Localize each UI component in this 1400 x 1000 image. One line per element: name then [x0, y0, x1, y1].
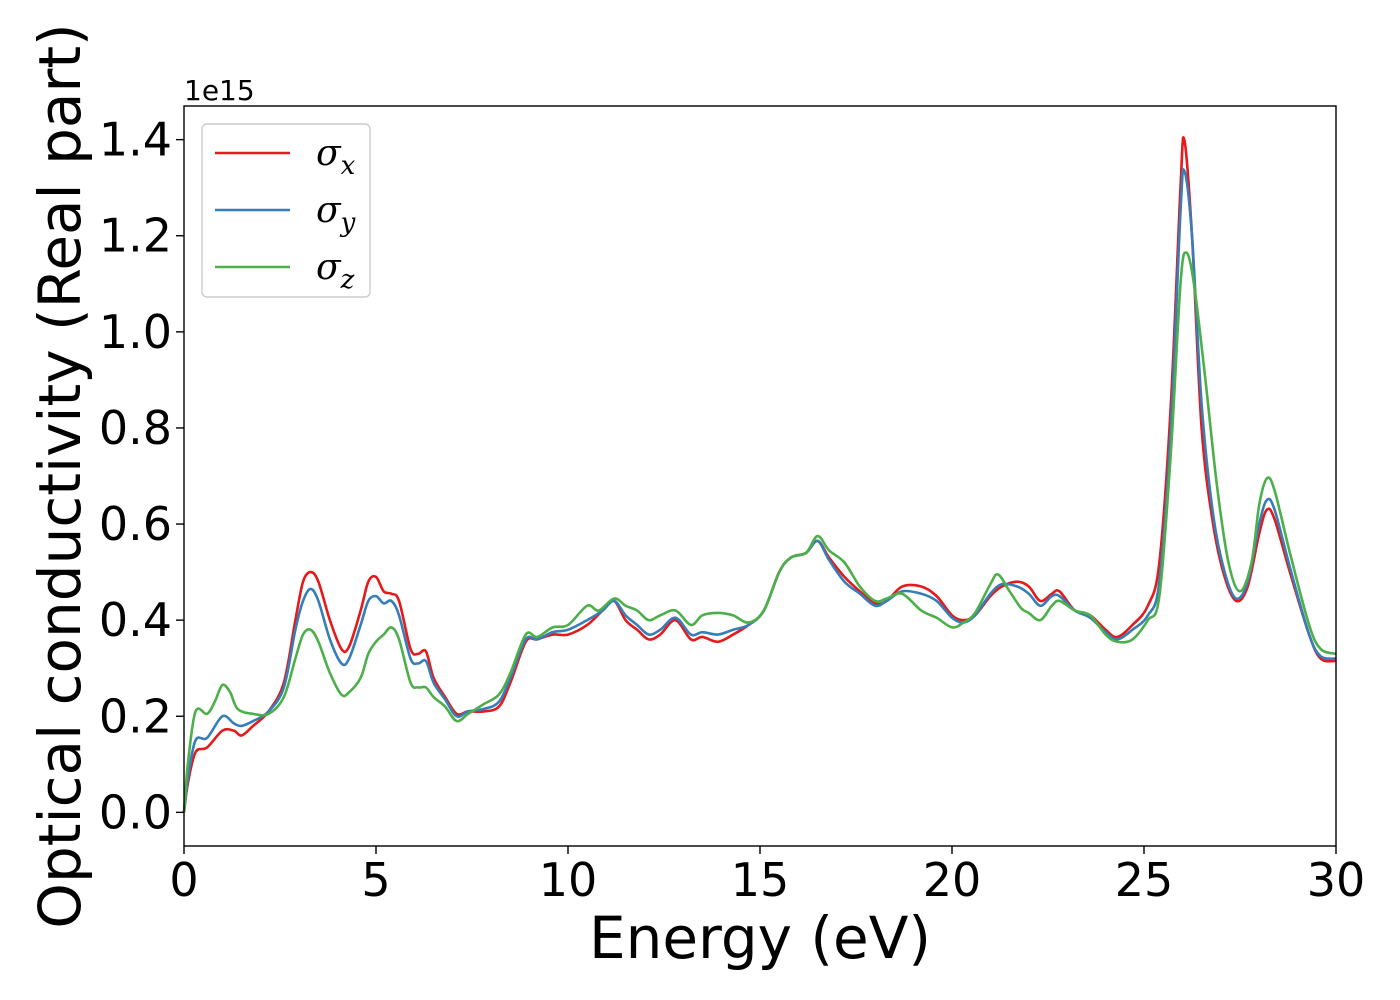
y-tick-label: 1.4	[99, 113, 172, 167]
y-tick-label: 0.6	[99, 497, 172, 551]
y-tick-label: 0.2	[99, 689, 172, 743]
y-tick-label: 1.2	[99, 209, 172, 263]
y-tick-label: 0.8	[99, 401, 172, 455]
y-tick-label: 0.4	[99, 593, 172, 647]
x-tick-label: 0	[169, 853, 198, 907]
x-tick-label: 15	[731, 853, 790, 907]
y-tick-label: 1.0	[99, 305, 172, 359]
legend: σx σy σz	[201, 123, 371, 298]
series-line-y	[182, 168, 1337, 813]
legend-label-x: σx	[316, 133, 356, 181]
series-layer	[182, 136, 1337, 813]
y-offset-label: 1e15	[184, 74, 255, 107]
y-axis-title: Optical conductivity (Real part)	[26, 23, 94, 928]
plot-background	[184, 106, 1336, 846]
x-tick-label: 5	[361, 853, 390, 907]
x-tick-label: 10	[539, 853, 598, 907]
x-tick-label: 20	[923, 853, 982, 907]
legend-label-z: σz	[316, 247, 355, 295]
legend-label-y: σy	[316, 190, 356, 238]
y-tick-label: 0.0	[99, 785, 172, 839]
series-line-z	[182, 251, 1337, 813]
x-axis: 0 5 10 15 20 25 30	[169, 846, 1365, 907]
x-tick-label: 30	[1307, 853, 1366, 907]
x-tick-label: 25	[1115, 853, 1174, 907]
y-axis: 0.0 0.2 0.4 0.6 0.8 1.0 1.2 1.4	[99, 113, 184, 839]
x-axis-title: Energy (eV)	[589, 904, 931, 972]
